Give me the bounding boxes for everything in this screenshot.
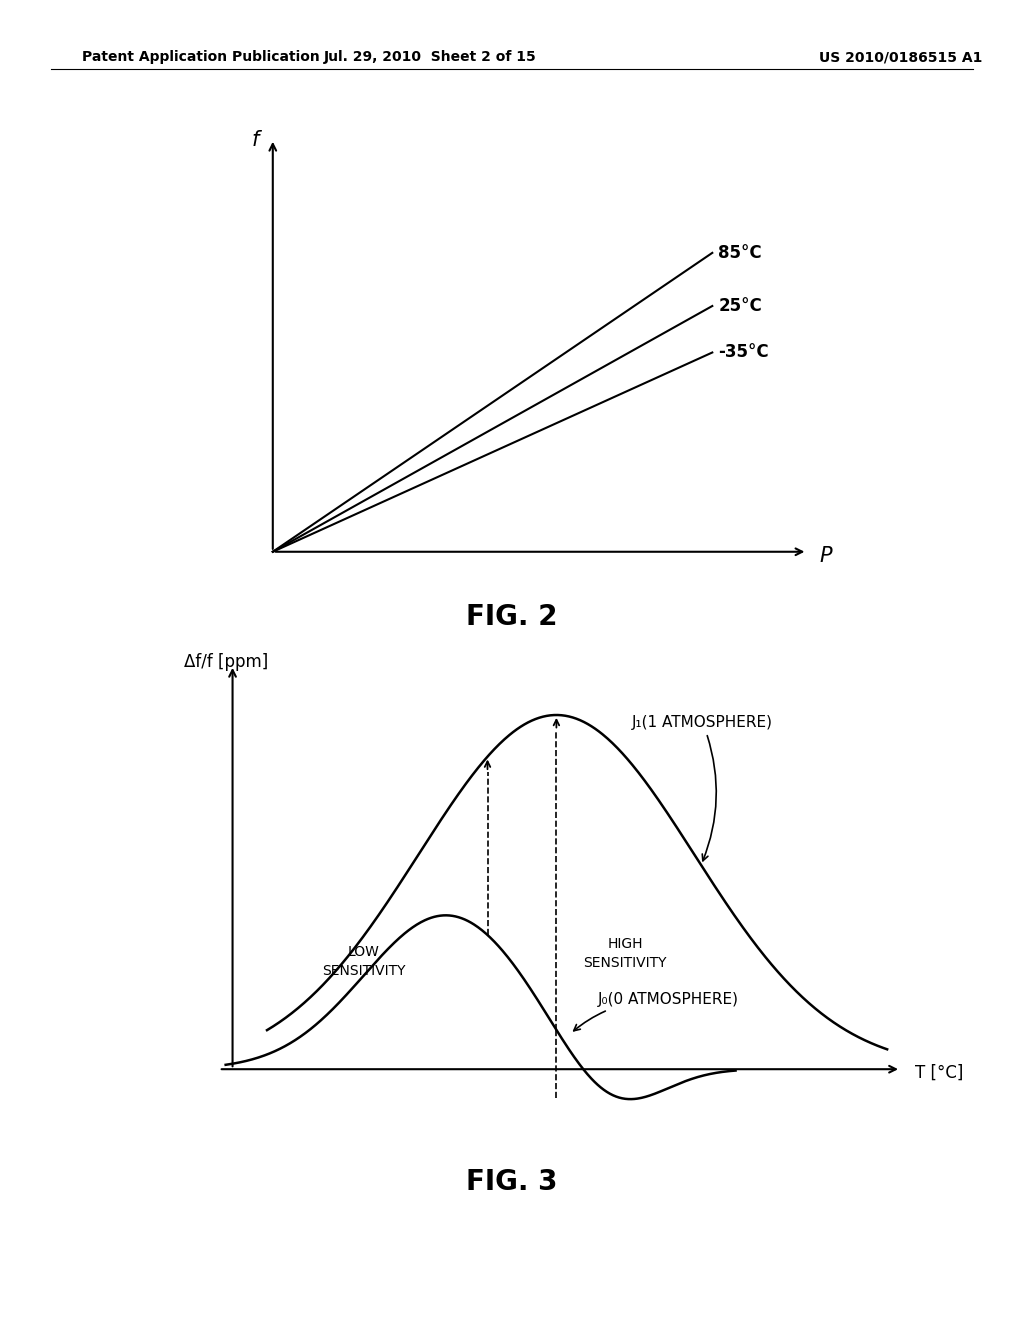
Text: US 2010/0186515 A1: US 2010/0186515 A1 — [819, 50, 983, 65]
Text: Patent Application Publication: Patent Application Publication — [82, 50, 319, 65]
Text: T [°C]: T [°C] — [914, 1064, 964, 1082]
Text: HIGH
SENSITIVITY: HIGH SENSITIVITY — [584, 937, 667, 970]
Text: FIG. 3: FIG. 3 — [466, 1168, 558, 1196]
Text: Δf/f [ppm]: Δf/f [ppm] — [184, 653, 268, 672]
Text: LOW
SENSITIVITY: LOW SENSITIVITY — [322, 945, 406, 978]
Text: J₀(0 ATMOSPHERE): J₀(0 ATMOSPHERE) — [573, 993, 738, 1031]
Text: f: f — [251, 129, 259, 150]
Text: Jul. 29, 2010  Sheet 2 of 15: Jul. 29, 2010 Sheet 2 of 15 — [324, 50, 537, 65]
Text: P: P — [819, 546, 831, 566]
Text: 85°C: 85°C — [718, 244, 762, 261]
Text: J₁(1 ATMOSPHERE): J₁(1 ATMOSPHERE) — [632, 715, 773, 861]
Text: -35°C: -35°C — [718, 343, 769, 362]
Text: 25°C: 25°C — [718, 297, 762, 315]
Text: FIG. 2: FIG. 2 — [466, 603, 558, 631]
